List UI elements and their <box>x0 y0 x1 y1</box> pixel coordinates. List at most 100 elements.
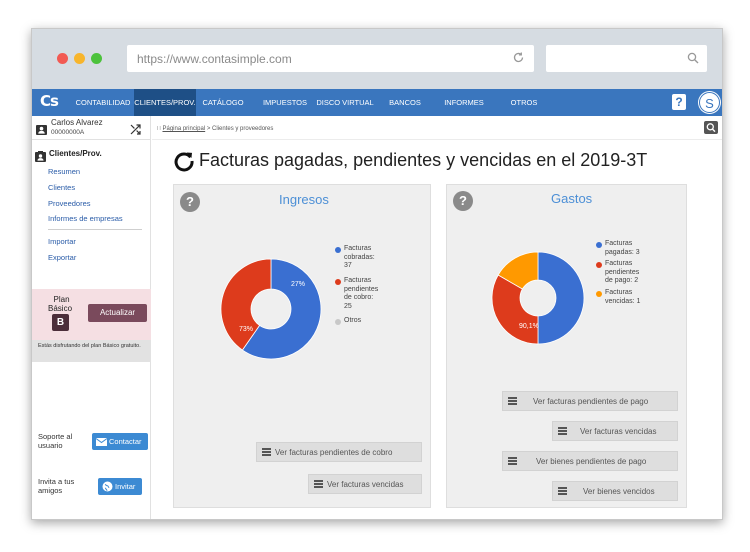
plan-label: Plan Básico <box>48 295 72 313</box>
address-bar-text: https://www.contasimple.com <box>137 52 292 66</box>
ingresos-legend-pendientes: Facturas pendientes de cobro: 25 <box>335 277 378 311</box>
user-info: Carlos Alvarez 00000000A <box>32 116 151 140</box>
nav-impuestos[interactable]: IMPUESTOS <box>262 98 308 107</box>
support-label: Soporte al usuario <box>38 432 72 450</box>
support-label-line2: usuario <box>38 441 63 450</box>
list-icon <box>508 397 517 406</box>
legend-line: Facturas <box>605 260 633 267</box>
nav-clientes-prov[interactable]: CLIENTES/PROV. <box>134 89 196 116</box>
plan-label-line1: Plan <box>53 295 70 304</box>
globe-icon <box>102 481 113 498</box>
ingresos-slice-1[interactable] <box>220 258 272 351</box>
ingresos-slice-label-pendientes: 73% <box>239 326 254 333</box>
list-icon <box>262 448 271 457</box>
upgrade-button[interactable]: Actualizar <box>88 304 147 322</box>
reload-icon[interactable] <box>512 51 526 65</box>
browser-toolbar: https://www.contasimple.com <box>32 29 722 89</box>
nav-otros[interactable]: OTROS <box>510 98 538 107</box>
sidebar-link-proveedores[interactable]: Proveedores <box>48 199 91 208</box>
plan-label-line2: Básico <box>48 304 73 313</box>
nav-catalogo[interactable]: CATÁLOGO <box>202 98 244 107</box>
button-label: Ver facturas vencidas <box>580 427 657 436</box>
address-bar[interactable]: https://www.contasimple.com <box>127 45 534 72</box>
list-icon <box>558 427 567 436</box>
sidebar-link-informes-empresas[interactable]: Informes de empresas <box>48 214 123 223</box>
gastos-slice-2[interactable] <box>497 251 539 290</box>
ver-facturas-vencidas-button[interactable]: Ver facturas vencidas <box>308 474 422 494</box>
gastos-legend-vencidas: Facturas vencidas: 1 <box>596 289 640 306</box>
legend-swatch <box>596 262 602 268</box>
sidebar-link-clientes[interactable]: Clientes <box>48 183 76 192</box>
ver-bienes-vencidos-button[interactable]: Ver bienes vencidos <box>552 481 678 501</box>
refresh-circle-icon <box>173 150 195 177</box>
main-navbar: Cs CONTABILIDAD CLIENTES/PROV. CATÁLOGO … <box>32 89 722 116</box>
nav-disco-virtual[interactable]: DISCO VIRTUAL <box>316 98 374 107</box>
legend-line: 25 <box>344 302 352 310</box>
help-icon[interactable]: ? <box>180 192 200 212</box>
sidebar-link-resumen[interactable]: Resumen <box>48 167 81 176</box>
ingresos-legend-otros: Otros <box>335 317 362 326</box>
contasimple-logo[interactable]: Cs <box>40 92 59 110</box>
invite-label-line2: amigos <box>38 486 63 495</box>
ingresos-title: Ingresos <box>279 192 329 207</box>
invite-label-line1: Invita a tus <box>38 477 75 486</box>
button-label: Ver facturas vencidas <box>327 480 404 489</box>
list-icon <box>508 457 517 466</box>
help-icon[interactable]: ? <box>453 191 473 211</box>
nav-informes[interactable]: INFORMES <box>444 98 484 107</box>
user-name: Carlos Alvarez <box>51 118 103 127</box>
button-label: Ver facturas pendientes de pago <box>533 397 649 406</box>
gastos-panel: ? Gastos 90,1% Facturas pagadas: 3 Factu… <box>446 184 687 508</box>
legend-line: de cobro: <box>344 294 374 301</box>
help-icon[interactable]: ? <box>672 94 686 110</box>
legend-line: Otros <box>344 317 362 324</box>
ver-facturas-vencidas-button[interactable]: Ver facturas vencidas <box>552 421 678 441</box>
close-window-button[interactable] <box>57 53 68 64</box>
nav-contabilidad[interactable]: CONTABILIDAD <box>75 98 131 107</box>
switch-company-icon[interactable] <box>130 122 141 140</box>
ingresos-legend-cobradas: Facturas cobradas: 37 <box>335 245 375 271</box>
list-icon <box>314 480 323 489</box>
gastos-title: Gastos <box>551 191 593 206</box>
ingresos-pie-chart <box>220 258 322 360</box>
legend-swatch <box>596 291 602 297</box>
invite-button[interactable]: Invitar <box>98 478 142 495</box>
breadcrumb-current: > Clientes y proveedores <box>205 126 274 132</box>
button-label: Ver bienes vencidos <box>583 487 655 496</box>
search-icon[interactable] <box>704 121 718 134</box>
gastos-slice-0[interactable] <box>537 251 585 345</box>
legend-line: 37 <box>344 262 352 269</box>
minimize-window-button[interactable] <box>74 53 85 64</box>
sidebar-section-title: Clientes/Prov. <box>49 149 102 158</box>
browser-search-field[interactable] <box>546 45 707 72</box>
plan-badge: B <box>52 314 69 331</box>
ver-bienes-pendientes-pago-button[interactable]: Ver bienes pendientes de pago <box>502 451 678 471</box>
sidebar-link-exportar[interactable]: Exportar <box>48 253 77 262</box>
ingresos-slice-label-cobradas: 27% <box>291 281 306 288</box>
sidebar-link-importar[interactable]: Importar <box>48 237 76 246</box>
legend-line: de pago: 2 <box>605 277 639 284</box>
contact-button[interactable]: Contactar <box>92 433 148 450</box>
legend-swatch <box>335 279 341 285</box>
nav-bancos[interactable]: BANCOS <box>389 98 421 107</box>
sidebar: Carlos Alvarez 00000000A Clientes/Prov. … <box>32 116 151 519</box>
page-title: Facturas pagadas, pendientes y vencidas … <box>199 150 648 170</box>
breadcrumb-home-link[interactable]: Página principal <box>162 126 206 132</box>
breadcrumb-bar: ∷ Página principal > Clientes y proveedo… <box>152 116 722 140</box>
ver-facturas-pendientes-cobro-button[interactable]: Ver facturas pendientes de cobro <box>256 442 422 462</box>
legend-line: Facturas <box>605 240 633 247</box>
gastos-slice-1[interactable] <box>491 274 539 345</box>
legend-line: pendientes <box>605 268 640 276</box>
contacts-icon <box>35 149 46 167</box>
maximize-window-button[interactable] <box>91 53 102 64</box>
user-avatar[interactable]: S <box>699 92 720 113</box>
gastos-legend-pendientes: Facturas pendientes de pago: 2 <box>596 260 640 286</box>
ingresos-slice-0[interactable] <box>241 258 322 360</box>
plan-box: Plan Básico B Actualizar <box>32 289 151 340</box>
legend-swatch <box>596 242 602 248</box>
ver-facturas-pendientes-pago-button[interactable]: Ver facturas pendientes de pago <box>502 391 678 411</box>
button-label: Ver facturas pendientes de cobro <box>275 448 393 457</box>
breadcrumb: ∷ Página principal > Clientes y proveedo… <box>157 125 273 132</box>
gastos-legend-pagadas: Facturas pagadas: 3 <box>596 240 640 257</box>
gastos-slice-label-vencidas: 90,1% <box>519 323 539 330</box>
